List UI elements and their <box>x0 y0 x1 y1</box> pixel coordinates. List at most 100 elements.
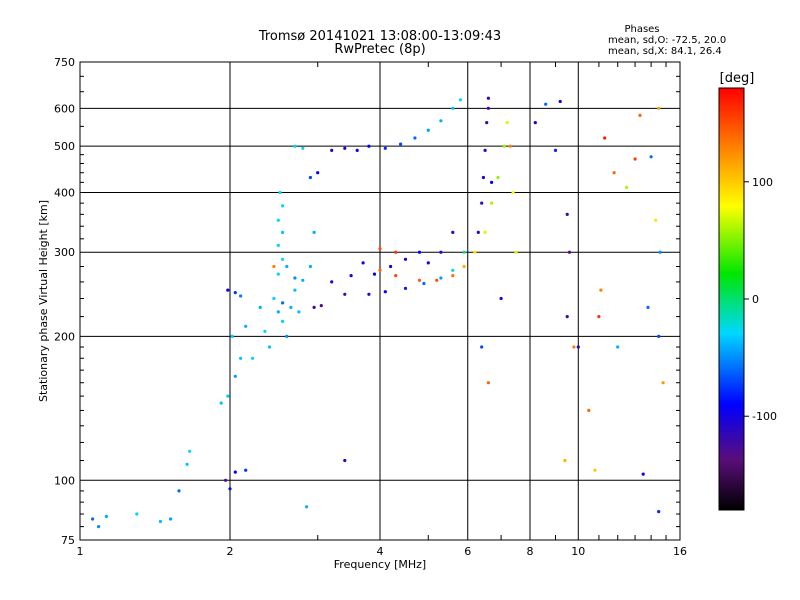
data-point <box>565 212 569 216</box>
data-point <box>97 525 101 529</box>
x-tick-label: 10 <box>571 545 585 558</box>
y-tick-label: 750 <box>54 56 75 69</box>
colorbar-tick-label: 100 <box>752 176 773 189</box>
data-point <box>654 218 658 222</box>
data-point <box>490 180 494 184</box>
data-point <box>485 121 489 125</box>
data-point <box>285 334 289 338</box>
data-point <box>276 310 280 314</box>
data-point <box>544 102 548 106</box>
data-point <box>483 148 487 152</box>
data-point <box>476 230 480 234</box>
colorbar-tick-label: -100 <box>752 410 777 423</box>
data-point <box>502 144 506 148</box>
data-point <box>228 487 232 491</box>
data-point <box>281 319 285 323</box>
data-point <box>576 345 580 349</box>
data-point <box>657 510 661 514</box>
data-point <box>646 305 650 309</box>
data-point <box>239 356 243 360</box>
data-point <box>361 261 365 265</box>
data-point <box>276 218 280 222</box>
data-point <box>177 489 181 493</box>
data-point <box>239 294 243 298</box>
chart-title: Tromsø 20141021 13:08:00-13:09:43 <box>258 29 501 44</box>
data-point <box>367 144 371 148</box>
y-tick-label: 100 <box>54 474 75 487</box>
data-point <box>233 291 237 295</box>
data-point <box>435 278 439 282</box>
data-point <box>349 274 353 278</box>
data-point <box>593 468 597 472</box>
data-point <box>301 146 305 150</box>
y-tick-label: 600 <box>54 102 75 115</box>
data-point <box>486 106 490 110</box>
data-point <box>587 408 591 412</box>
data-point <box>451 106 455 110</box>
data-point <box>483 230 487 234</box>
data-point <box>657 334 661 338</box>
data-point <box>481 175 485 180</box>
data-point <box>426 128 430 132</box>
data-point <box>301 278 305 282</box>
data-point <box>480 345 484 349</box>
x-tick-label: 1 <box>77 545 84 558</box>
data-point <box>499 296 503 301</box>
data-point <box>263 329 267 333</box>
x-axis-label: Frequency [MHz] <box>334 558 426 571</box>
x-tick-label: 6 <box>464 545 471 558</box>
data-point <box>219 401 223 405</box>
data-point <box>533 121 537 125</box>
data-point <box>486 381 490 385</box>
data-point <box>633 157 637 161</box>
data-point <box>458 98 462 102</box>
data-point <box>244 324 248 328</box>
data-point <box>305 505 309 509</box>
data-point <box>135 512 139 516</box>
data-point <box>258 305 262 309</box>
data-point <box>281 230 285 234</box>
data-point <box>378 268 382 272</box>
colorbar-label: [deg] <box>720 71 755 86</box>
data-point <box>169 517 173 521</box>
colorbar <box>718 87 745 511</box>
data-point <box>505 121 509 125</box>
data-point <box>641 472 645 476</box>
data-point <box>224 478 228 482</box>
data-point <box>272 296 276 301</box>
x-tick-label: 4 <box>377 545 384 558</box>
data-point <box>572 345 576 349</box>
data-point <box>399 142 403 146</box>
y-tick-label: 400 <box>54 186 75 199</box>
data-point <box>251 356 255 360</box>
data-point <box>451 274 455 278</box>
y-tick-label: 500 <box>54 140 75 153</box>
data-point <box>553 148 558 152</box>
colorbar-tick-label: 0 <box>752 293 759 306</box>
data-point <box>439 250 443 254</box>
stats-heading: Phases <box>624 24 659 35</box>
data-point <box>563 458 567 463</box>
data-point <box>281 257 285 261</box>
data-point <box>185 462 189 466</box>
chart-subtitle: RwPretec (8p) <box>334 42 425 57</box>
data-point <box>625 185 629 189</box>
y-axis-label: Stationary phase Virtual Height [km] <box>37 200 50 402</box>
x-tick-label: 8 <box>527 545 534 558</box>
grid-lines <box>80 62 680 540</box>
data-point <box>403 286 408 290</box>
data-point <box>462 264 466 269</box>
data-point <box>233 374 237 378</box>
data-point <box>417 278 422 282</box>
y-tick-label: 75 <box>61 534 75 547</box>
data-point <box>451 230 455 234</box>
stats-line-x: mean, sd,X: 84.1, 26.4 <box>608 46 722 57</box>
data-point <box>91 517 95 521</box>
data-point <box>439 276 443 280</box>
axis-ticks: 1 2 4 6 8 10 16 75 100 200 300 400 500 600 750 <box>54 56 687 558</box>
data-point <box>278 190 282 195</box>
data-point <box>355 148 359 152</box>
data-point <box>188 449 192 453</box>
x-tick-label: 2 <box>227 545 234 558</box>
